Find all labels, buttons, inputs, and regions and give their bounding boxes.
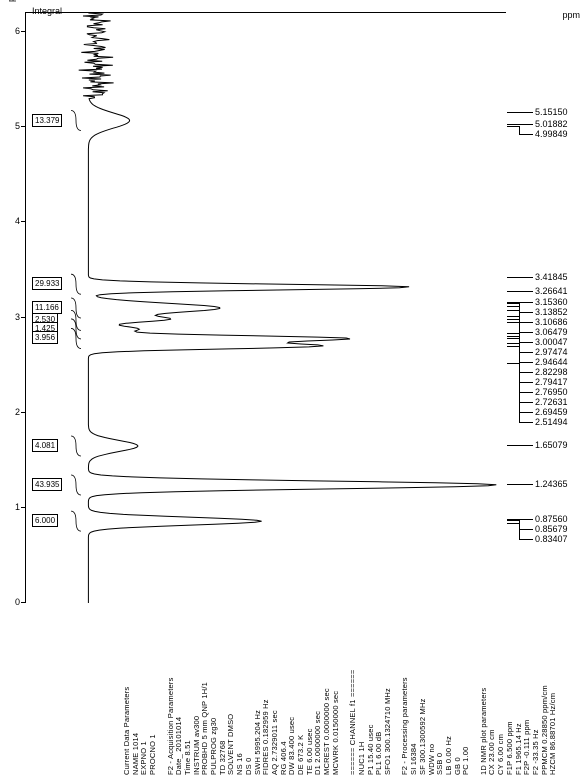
peak-connector [507, 112, 519, 113]
peak-connector [519, 382, 533, 383]
peak-ppm-label: 5.15150 [535, 107, 568, 117]
peak-connector [519, 126, 520, 134]
peak-connector [507, 363, 519, 364]
peak-connector [507, 126, 519, 127]
peak-connector [507, 306, 519, 307]
peak-ppm-label: 1.65079 [535, 440, 568, 450]
peak-connector [519, 372, 533, 373]
integral-value: 6.000 [32, 514, 58, 527]
acquisition-parameters: Current Data ParametersNAME 1014EXPNO 1P… [120, 625, 560, 775]
peak-ppm-label: 2.72631 [535, 397, 568, 407]
peak-ppm-label: 2.94644 [535, 357, 568, 367]
axis-tick-label: 1 [8, 502, 20, 512]
peak-connector [519, 134, 533, 135]
peak-connector [519, 402, 533, 403]
peak-connector [507, 277, 519, 278]
axis-tick-label: 4 [8, 216, 20, 226]
peak-connector [507, 291, 519, 292]
peak-ppm-label: 1.24365 [535, 479, 568, 489]
plot-area [25, 12, 506, 603]
peak-connector [519, 422, 533, 423]
axis-tick-label: 2 [8, 407, 20, 417]
peak-connector [507, 520, 519, 521]
peak-ppm-label: 2.76950 [535, 387, 568, 397]
integral-traces [26, 13, 506, 603]
peak-connector [507, 303, 519, 304]
nmr-spectrum-page: ppm Integral ppm 0123456 13.37929.93311.… [0, 0, 588, 784]
peak-ppm-label: 2.82298 [535, 367, 568, 377]
peak-connector [507, 445, 519, 446]
peak-connector [507, 346, 519, 347]
peak-connector [519, 302, 533, 303]
peak-connector [519, 352, 533, 353]
peak-connector [519, 124, 533, 125]
peak-ppm-label: 5.01882 [535, 119, 568, 129]
param-entry: HZCM 86.88701 Hz/cm [546, 625, 557, 775]
axis-tick-mark [21, 412, 25, 413]
axis-tick-label: 5 [8, 121, 20, 131]
integral-value: 3.956 [32, 331, 58, 344]
peak-connector [519, 322, 533, 323]
peak-connector [519, 332, 533, 333]
peak-connector [507, 322, 519, 323]
peak-ppm-label: 3.26641 [535, 286, 568, 296]
peak-connector [507, 333, 519, 334]
peak-ppm-label: 3.06479 [535, 327, 568, 337]
peak-connector [519, 529, 533, 530]
peak-connector [519, 342, 533, 343]
axis-tick-mark [21, 221, 25, 222]
axis-tick-mark [21, 602, 25, 603]
peak-ppm-label: 0.83407 [535, 534, 568, 544]
axis-tick-mark [21, 317, 25, 318]
peak-ppm-label: 2.97474 [535, 347, 568, 357]
peak-connector [507, 310, 519, 311]
peak-connector [519, 392, 533, 393]
peak-ppm-label: 2.79417 [535, 377, 568, 387]
peak-ppm-label: 3.10686 [535, 317, 568, 327]
axis-tick-mark [21, 31, 25, 32]
peak-connector [507, 343, 519, 344]
axis-tick-label: 6 [8, 26, 20, 36]
peak-connector [519, 277, 533, 278]
peak-connector [507, 124, 519, 125]
peak-connector [519, 519, 533, 520]
peak-ppm-label: 0.85679 [535, 524, 568, 534]
peak-connector [507, 338, 519, 339]
peak-ppm-label: 3.15360 [535, 297, 568, 307]
integral-value: 13.379 [32, 114, 62, 127]
peak-connector [519, 412, 533, 413]
peak-ppm-label: 4.99849 [535, 129, 568, 139]
peak-ppm-label: 2.69459 [535, 407, 568, 417]
axis-tick-label: 3 [8, 312, 20, 322]
peak-connector [507, 316, 519, 317]
peak-connector [519, 484, 533, 485]
peak-connector [519, 291, 533, 292]
peak-ppm-label: 3.13852 [535, 307, 568, 317]
param-text: HZCM 86.88701 Hz/cm [548, 693, 557, 775]
peak-connector [519, 523, 520, 539]
peak-connector [519, 362, 533, 363]
peak-connector [507, 523, 519, 524]
axis-tick-mark [21, 126, 25, 127]
peak-connector [519, 445, 533, 446]
integral-value: 43.935 [32, 478, 62, 491]
axis-tick-label: 0 [8, 597, 20, 607]
axis-tick-mark [21, 507, 25, 508]
peak-ppm-label: 0.87560 [535, 514, 568, 524]
peak-connector [519, 363, 520, 422]
peak-ppm-label: 2.51494 [535, 417, 568, 427]
integral-value: 11.166 [32, 301, 62, 314]
peak-connector [519, 312, 533, 313]
peak-connector [519, 112, 533, 113]
peak-ppm-label: 3.41845 [535, 272, 568, 282]
y-axis-unit-left: ppm [6, 0, 16, 2]
integral-value: 4.081 [32, 439, 58, 452]
peak-connector [519, 539, 533, 540]
peak-connector [507, 336, 519, 337]
y-axis-unit-right: ppm [562, 10, 580, 20]
peak-connector [507, 319, 519, 320]
peak-ppm-label: 3.00047 [535, 337, 568, 347]
peak-connector [507, 484, 519, 485]
integral-value: 29.933 [32, 277, 62, 290]
